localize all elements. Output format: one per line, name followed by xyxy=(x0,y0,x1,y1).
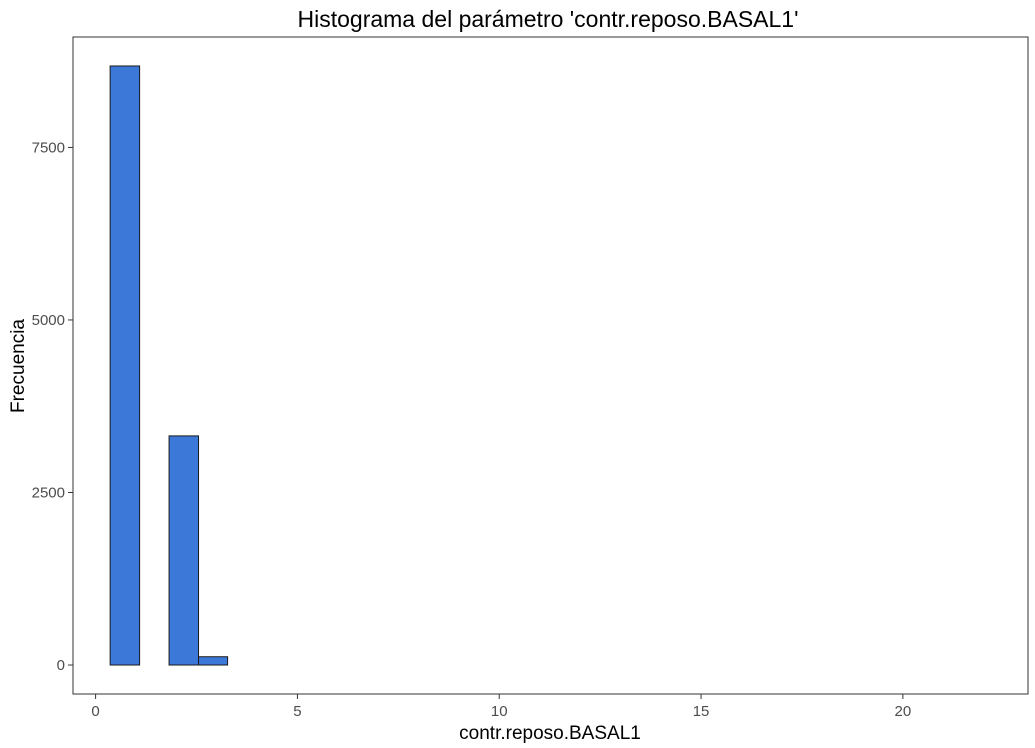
y-tick-label: 5000 xyxy=(32,312,65,329)
x-tick-label: 5 xyxy=(293,703,301,720)
y-axis-title: Frecuencia xyxy=(8,319,29,413)
y-tick-label: 7500 xyxy=(32,139,65,156)
y-axis: 0 2500 5000 7500 xyxy=(32,139,73,674)
histogram-bar-3 xyxy=(168,435,200,666)
y-tick-label: 2500 xyxy=(32,484,65,501)
x-axis: 0 5 10 15 20 xyxy=(91,694,911,720)
panel-border xyxy=(72,36,1029,695)
x-tick-label: 15 xyxy=(693,703,710,720)
histogram-bar-1 xyxy=(109,65,141,666)
chart-title: Histograma del parámetro 'contr.reposo.B… xyxy=(298,6,799,32)
bars-layer xyxy=(109,65,229,666)
x-tick-label: 20 xyxy=(895,703,912,720)
x-axis-title: contr.reposo.BASAL1 xyxy=(459,723,641,744)
x-tick-label: 10 xyxy=(491,703,508,720)
x-tick-label: 0 xyxy=(91,703,99,720)
histogram-bar-4 xyxy=(198,656,229,666)
y-tick-label: 0 xyxy=(57,657,65,674)
